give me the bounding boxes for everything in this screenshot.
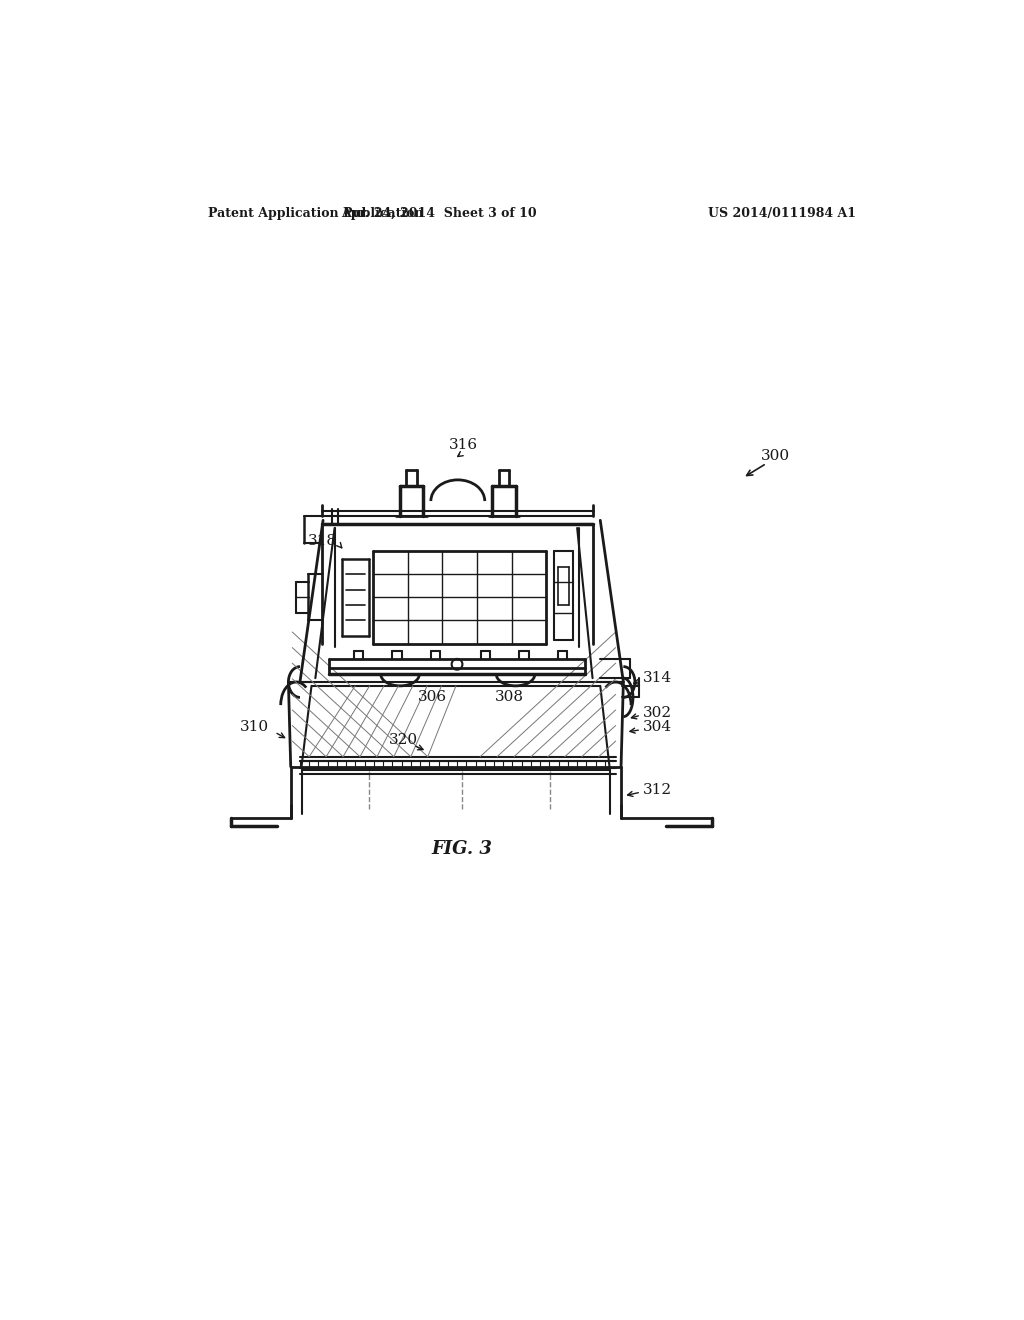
Text: 312: 312 (643, 783, 672, 797)
Text: Apr. 24, 2014  Sheet 3 of 10: Apr. 24, 2014 Sheet 3 of 10 (341, 207, 537, 220)
Text: 304: 304 (643, 719, 672, 734)
Text: FIG. 3: FIG. 3 (431, 840, 493, 858)
Text: 310: 310 (240, 719, 269, 734)
Text: 318: 318 (308, 535, 337, 548)
Text: 314: 314 (643, 671, 672, 685)
Text: 302: 302 (643, 706, 672, 719)
Text: 306: 306 (418, 690, 446, 705)
Text: Patent Application Publication: Patent Application Publication (208, 207, 423, 220)
Text: 308: 308 (495, 690, 524, 705)
Text: 316: 316 (449, 438, 478, 451)
Text: 320: 320 (389, 733, 419, 747)
Text: US 2014/0111984 A1: US 2014/0111984 A1 (708, 207, 856, 220)
Text: 300: 300 (761, 449, 790, 463)
